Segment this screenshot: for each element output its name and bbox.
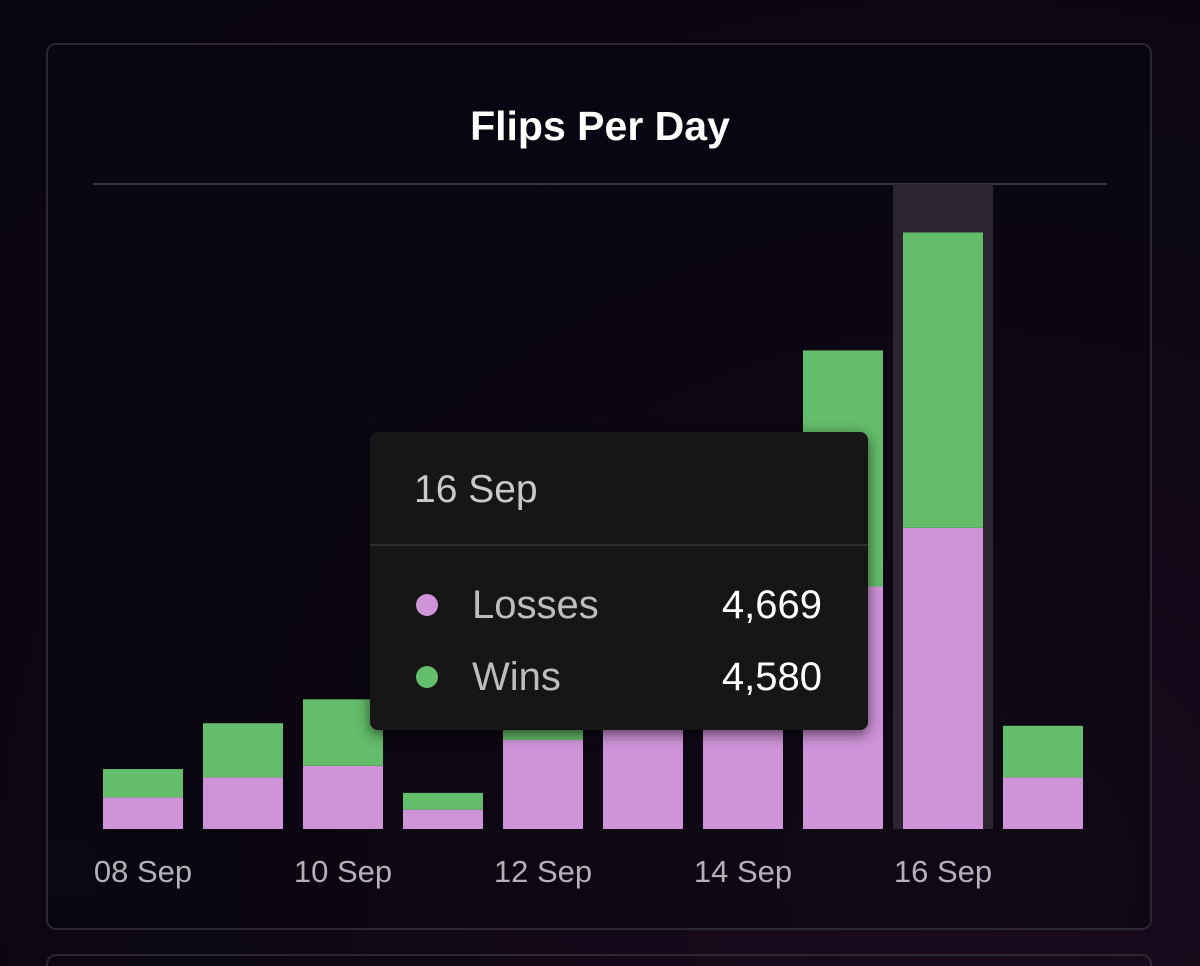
bar-wins[interactable]	[1003, 725, 1083, 778]
tooltip-value: 4,580	[721, 655, 822, 699]
bar-losses[interactable]	[703, 712, 783, 829]
tooltip-row-losses: Losses 4,669	[416, 580, 822, 630]
x-tick-label: 14 Sep	[694, 854, 792, 889]
losses-dot-icon	[416, 594, 438, 616]
bar-losses[interactable]	[103, 797, 183, 829]
tooltip-label: Wins	[472, 655, 561, 699]
next-card	[46, 954, 1152, 966]
x-tick-label: 16 Sep	[894, 854, 992, 889]
tooltip-label: Losses	[472, 583, 599, 627]
tick-clip-mask	[48, 845, 92, 895]
bar-losses[interactable]	[503, 739, 583, 829]
bar-wins[interactable]	[403, 792, 483, 810]
bar-losses[interactable]	[203, 777, 283, 829]
chart-title: Flips Per Day	[470, 103, 730, 149]
bar-wins[interactable]	[103, 769, 183, 798]
bar-wins[interactable]	[903, 232, 983, 528]
bar-losses[interactable]	[603, 719, 683, 829]
wins-dot-icon	[416, 666, 438, 688]
bar-wins[interactable]	[203, 723, 283, 778]
x-tick-label: 10 Sep	[294, 854, 392, 889]
x-tick-label: 08 Sep	[94, 854, 192, 889]
x-tick-label: 12 Sep	[494, 854, 592, 889]
tooltip-divider	[370, 544, 868, 546]
bar-losses[interactable]	[303, 765, 383, 829]
tooltip-value: 4,669	[721, 583, 822, 627]
bar-losses[interactable]	[1003, 777, 1083, 829]
chart-tooltip: 16 Sep Losses 4,669 Wins 4,580	[370, 432, 868, 730]
tooltip-title: 16 Sep	[414, 468, 538, 511]
bar-losses[interactable]	[903, 527, 983, 829]
bar-wins[interactable]	[303, 699, 383, 766]
bar-losses[interactable]	[403, 809, 483, 829]
tooltip-row-wins: Wins 4,580	[416, 652, 822, 702]
